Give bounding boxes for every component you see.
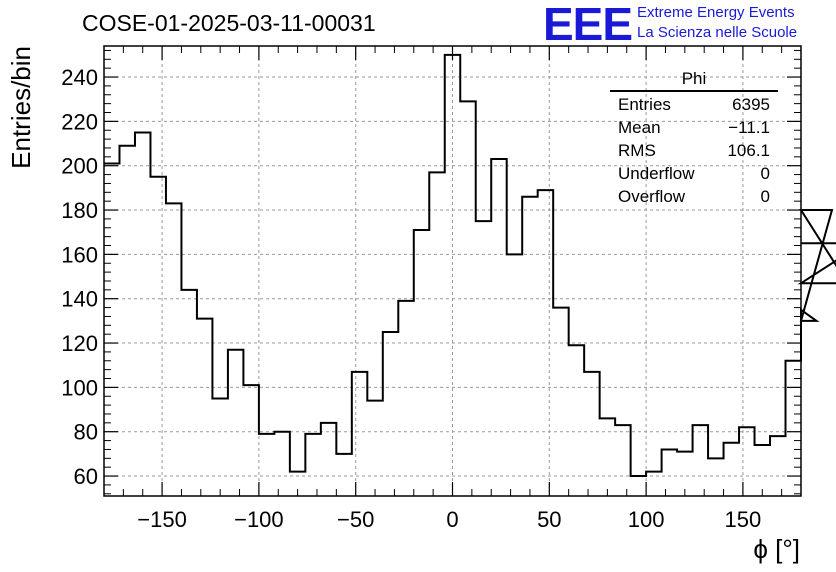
stat-label: Overflow [618, 187, 686, 206]
stat-value: −11.1 [728, 118, 770, 137]
x-tick-label: −100 [234, 507, 284, 532]
logo-line-2: La Scienza nelle Scuole [637, 24, 798, 41]
stat-value: 0 [760, 164, 770, 183]
x-tick-label: 150 [725, 507, 762, 532]
y-tick-label: 120 [61, 331, 98, 356]
x-tick-label: −150 [137, 507, 187, 532]
x-tick-label: 100 [628, 507, 665, 532]
stat-row-rms: RMS 106.1 [610, 139, 778, 162]
chart-title: COSE-01-2025-03-11-00031 [82, 10, 376, 36]
y-tick-label: 240 [61, 65, 98, 90]
y-tick-label: 180 [61, 198, 98, 223]
histogram-series [104, 53, 836, 478]
x-tick-label: 0 [446, 507, 458, 532]
stat-value: 0 [760, 187, 770, 206]
y-tick-label: 60 [74, 464, 98, 489]
x-tick-label: −50 [337, 507, 374, 532]
tick-labels: −150 −100 −50 0 50 100 150 60 80 100 120 140 160 180 2… [61, 65, 761, 532]
y-tick-label: 220 [61, 109, 98, 134]
stats-title: Phi [610, 68, 778, 92]
stat-row-overflow: Overflow 0 [610, 185, 778, 208]
y-tick-label: 100 [61, 375, 98, 400]
y-tick-label: 80 [74, 420, 98, 445]
grid-lines [104, 46, 801, 496]
logo-line-1: Extreme Energy Events [637, 4, 795, 21]
x-tick-label: 50 [537, 507, 561, 532]
eee-logo: EEE [543, 0, 633, 50]
stat-row-entries: Entries 6395 [610, 93, 778, 116]
y-tick-label: 140 [61, 287, 98, 312]
stat-value: 106.1 [727, 141, 770, 160]
stat-value: 6395 [732, 95, 770, 114]
axis-ticks [103, 46, 802, 496]
stat-label: RMS [618, 141, 656, 160]
stat-row-mean: Mean −11.1 [610, 116, 778, 139]
stat-label: Underflow [618, 164, 695, 183]
y-tick-label: 160 [61, 242, 98, 267]
x-axis-label: ϕ [°] [753, 534, 800, 564]
y-tick-label: 200 [61, 154, 98, 179]
stat-label: Entries [618, 95, 671, 114]
y-axis-label: Entries/bin [6, 46, 36, 169]
stat-row-underflow: Underflow 0 [610, 162, 778, 185]
stats-box: Phi Entries 6395 Mean −11.1 RMS 106.1 Un… [610, 68, 778, 208]
stat-label: Mean [618, 118, 661, 137]
